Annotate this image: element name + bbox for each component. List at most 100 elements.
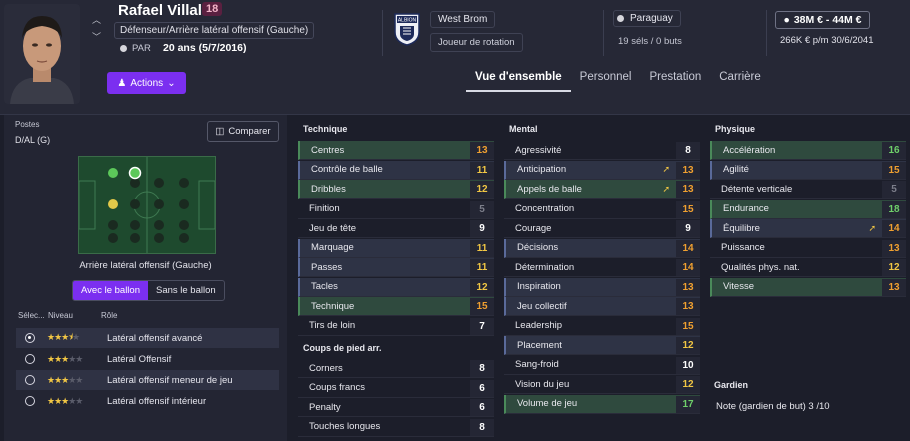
attribute-row[interactable]: Inspiration 13 [504,277,700,297]
tab-personal[interactable]: Personnel [579,71,632,83]
attribute-row[interactable]: Placement 12 [504,336,700,355]
role-radio[interactable] [25,396,35,406]
squad-number-badge: 18 [202,2,223,16]
attribute-value: 13 [676,278,700,296]
attribute-row[interactable]: Tacles 12 [298,277,494,297]
nation-name[interactable]: Paraguay [613,10,681,27]
attribute-row[interactable]: Vision du jeu 12 [504,375,700,394]
mental-header: Mental [509,124,538,134]
attribute-value: 15 [676,317,700,335]
role-row[interactable]: ★★★★★ Latéral offensif meneur de jeu [16,370,279,390]
role-radio[interactable] [25,354,35,364]
divider [766,10,767,56]
attribute-row[interactable]: Vitesse 13 [710,277,906,297]
attribute-row[interactable]: Anticipation ➚ 13 [504,160,700,180]
attribute-row[interactable]: Marquage 11 [298,238,494,258]
divider [382,10,383,56]
profile-tabs: Vue d'ensemble Personnel Prestation Carr… [466,68,770,92]
attribute-row[interactable]: Agilité 15 [710,160,906,180]
attribute-name: Leadership [515,320,563,331]
star-rating-icon: ★★★★★ [47,374,83,385]
attribute-value: 13 [882,239,906,257]
attribute-row[interactable]: Sang-froid 10 [504,356,700,375]
attribute-row[interactable]: Concentration 15 [504,200,700,219]
tab-career[interactable]: Carrière [719,71,761,83]
attribute-row[interactable]: Décisions 14 [504,238,700,258]
tab-overview[interactable]: Vue d'ensemble [466,68,571,92]
attribute-row[interactable]: Corners 8 [298,359,494,378]
role-column-header: Rôle [101,311,118,320]
attribute-row[interactable]: Courage 9 [504,219,700,238]
player-avatar [4,4,80,104]
previous-player-icon[interactable]: ︿ [92,15,102,25]
attribute-row[interactable]: Dribbles 12 [298,180,494,199]
club-name[interactable]: West Brom [430,11,496,28]
without-ball-toggle[interactable]: Sans le ballon [155,285,216,296]
role-name: Latéral offensif avancé [107,332,203,344]
transfer-value-badge[interactable]: ● 38M € - 44M € [775,11,870,29]
attribute-row[interactable]: Coups francs 6 [298,379,494,398]
actions-button[interactable]: ♟ Actions ⌄ [107,72,186,94]
attribute-value: 9 [676,220,700,237]
attribute-row[interactable]: Contrôle de balle 11 [298,160,494,180]
with-ball-toggle[interactable]: Avec le ballon [73,281,148,300]
star-rating-icon: ★★★★★ [47,395,83,406]
positions-panel: Postes D/AL (G) ◫ Comparer Arrière latér… [4,115,287,441]
attribute-row[interactable]: Agressivité 8 [504,141,700,160]
attribute-row[interactable]: Équilibre ➚ 14 [710,219,906,238]
attribute-row[interactable]: Endurance 18 [710,199,906,219]
attribute-row[interactable]: Touches longues 8 [298,418,494,437]
player-position[interactable]: Défenseur/Arrière latéral offensif (Gauc… [114,22,315,39]
attribute-name: Placement [517,339,562,351]
attribute-row[interactable]: Passes 11 [298,258,494,277]
attribute-row[interactable]: Jeu de tête 9 [298,219,494,238]
position-pitch[interactable] [78,156,216,254]
attribute-name: Agressivité [515,144,562,156]
role-row[interactable]: ★★★★★ Latéral offensif intérieur [16,391,279,411]
attribute-name: Accélération [723,144,776,156]
attribute-name: Détente verticale [721,183,793,195]
attribute-row[interactable]: Leadership 15 [504,317,700,336]
attribute-name: Tirs de loin [309,320,356,331]
compare-button[interactable]: ◫ Comparer [207,121,279,142]
role-row[interactable]: ★★★★★ Latéral Offensif [16,349,279,369]
level-column-header: Niveau [48,311,73,320]
attribute-name: Contrôle de balle [311,164,383,175]
attribute-value: 13 [676,181,700,198]
attribute-row[interactable]: Technique 15 [298,297,494,316]
player-header: ︿ ﹀ Rafael Villalba 18 Défenseur/Arrière… [0,0,910,115]
attribute-row[interactable]: Finition 5 [298,200,494,219]
attribute-row[interactable]: Tirs de loin 7 [298,317,494,336]
attribute-row[interactable]: Centres 13 [298,141,494,160]
attribute-name: Décisions [517,242,559,253]
attribute-value: 15 [676,200,700,218]
attribute-row[interactable]: Appels de balle ➚ 13 [504,180,700,199]
attribute-value: 12 [470,278,494,296]
attribute-row[interactable]: Volume de jeu 17 [504,394,700,414]
technique-header: Technique [303,124,348,134]
attribute-name: Jeu de tête [309,222,357,234]
attribute-name: Endurance [723,203,769,214]
attribute-row[interactable]: Jeu collectif 13 [504,297,700,316]
club-crest-icon[interactable]: ALBION [393,12,421,46]
attribute-row[interactable]: Penalty 6 [298,398,494,417]
attribute-row[interactable]: Détermination 14 [504,258,700,277]
attribute-row[interactable]: Détente verticale 5 [710,180,906,199]
next-player-icon[interactable]: ﹀ [92,32,102,42]
chevron-down-icon: ⌄ [167,77,176,89]
tab-performance[interactable]: Prestation [649,71,702,83]
trend-up-icon: ➚ [868,222,876,233]
person-icon: ♟ [117,77,127,89]
role-radio[interactable] [25,333,35,343]
role-row[interactable]: ★★★⯨★ Latéral offensif avancé [16,328,279,348]
attribute-row[interactable]: Qualités phys. nat. 12 [710,258,906,277]
attribute-name: Sang-froid [515,359,559,370]
attribute-name: Inspiration [517,281,561,292]
attribute-row[interactable]: Accélération 16 [710,141,906,160]
role-radio[interactable] [25,375,35,385]
attribute-value: 8 [676,142,700,159]
attribute-value: 7 [470,317,494,335]
player-name: Rafael Villalba [118,2,220,19]
attribute-row[interactable]: Puissance 13 [710,239,906,258]
attribute-name: Anticipation [517,164,567,175]
